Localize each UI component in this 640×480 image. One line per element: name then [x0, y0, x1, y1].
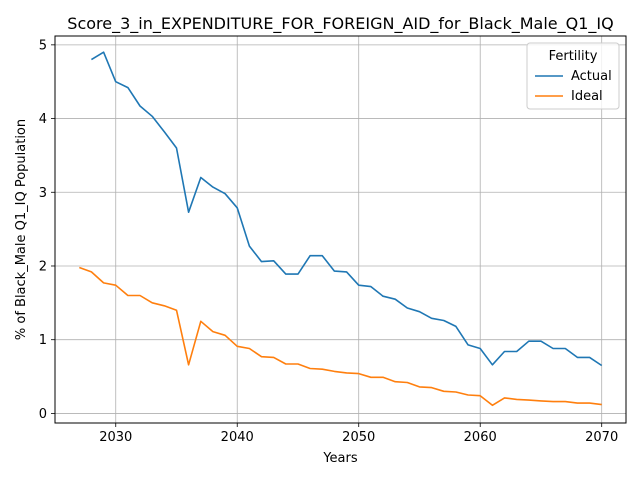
series-line-ideal: [79, 266, 602, 407]
x-tick-label: 2060: [464, 430, 497, 445]
x-tick-label: 2070: [585, 430, 618, 445]
x-tick-label: 2030: [99, 430, 132, 445]
x-tick-label: 2050: [342, 430, 375, 445]
chart-title: Score_3_in_EXPENDITURE_FOR_FOREIGN_AID_f…: [67, 14, 613, 34]
x-tick-label: 2040: [221, 430, 254, 445]
legend-box: [526, 42, 620, 110]
series-line-actual: [90, 51, 603, 367]
plot-frame: [54, 35, 627, 424]
axis-ticks: 2030 2040 2050 2060 2070 0 1 2 3 4 5: [39, 38, 619, 445]
legend-entry-ideal: Ideal: [571, 89, 603, 104]
legend-entry-actual: Actual: [571, 69, 612, 84]
y-axis-label: % of Black_Male Q1_IQ Population: [14, 119, 29, 340]
y-tick-label: 0: [39, 407, 47, 422]
y-tick-label: 2: [39, 259, 47, 274]
y-tick-label: 3: [39, 186, 47, 201]
legend: Fertility Actual Ideal: [526, 42, 620, 110]
legend-title: Fertility: [549, 49, 598, 64]
y-tick-label: 4: [39, 112, 47, 127]
y-tick-label: 5: [39, 38, 47, 53]
y-tick-label: 1: [39, 333, 47, 348]
series-lines: [79, 51, 603, 407]
x-axis-label: Years: [322, 451, 358, 466]
